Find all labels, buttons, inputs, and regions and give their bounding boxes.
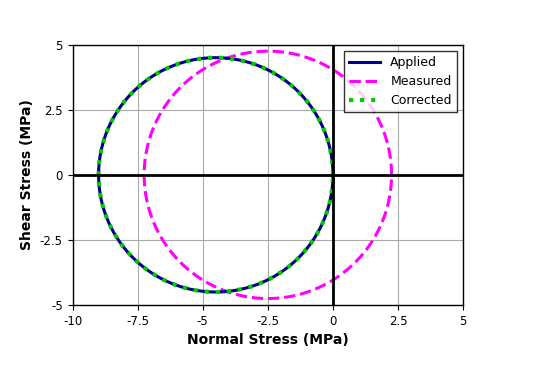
- Corrected: [330, 173, 336, 177]
- Corrected: [330, 173, 336, 177]
- Measured: [388, 173, 395, 177]
- Corrected: [103, 131, 110, 135]
- Applied: [235, 288, 242, 292]
- Corrected: [306, 102, 313, 107]
- Line: Applied: Applied: [99, 58, 333, 292]
- Applied: [103, 131, 110, 135]
- Corrected: [212, 55, 219, 60]
- Applied: [248, 284, 255, 289]
- Applied: [212, 55, 219, 60]
- Measured: [264, 296, 271, 301]
- Applied: [306, 102, 313, 107]
- X-axis label: Normal Stress (MPa): Normal Stress (MPa): [187, 333, 349, 347]
- Line: Corrected: Corrected: [99, 58, 333, 292]
- Measured: [162, 103, 169, 108]
- Corrected: [212, 290, 219, 294]
- Measured: [364, 99, 371, 103]
- Measured: [149, 128, 156, 132]
- Corrected: [168, 281, 175, 285]
- Line: Measured: Measured: [144, 51, 392, 298]
- Applied: [116, 107, 122, 112]
- Applied: [212, 290, 219, 294]
- Measured: [264, 49, 271, 54]
- Corrected: [116, 107, 122, 112]
- Applied: [330, 173, 336, 177]
- Measured: [302, 290, 309, 295]
- Measured: [388, 173, 395, 177]
- Corrected: [235, 288, 242, 292]
- Applied: [330, 173, 336, 177]
- Corrected: [248, 284, 255, 289]
- Measured: [289, 294, 296, 298]
- Legend: Applied, Measured, Corrected: Applied, Measured, Corrected: [344, 51, 457, 112]
- Applied: [168, 281, 175, 285]
- Measured: [217, 287, 224, 291]
- Y-axis label: Shear Stress (MPa): Shear Stress (MPa): [20, 99, 34, 250]
